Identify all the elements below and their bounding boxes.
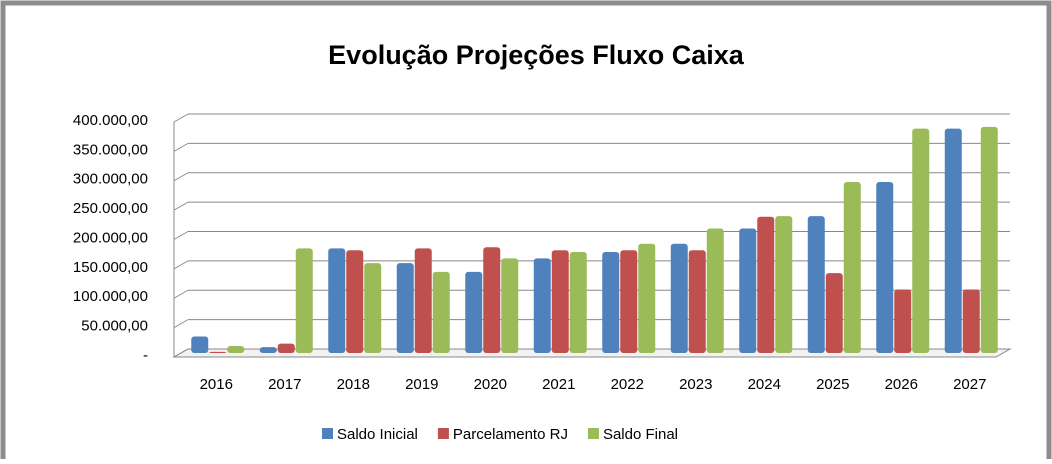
bar [277,343,295,353]
x-tick-label: 2018 [337,376,370,393]
x-tick-label: 2019 [405,376,438,393]
bar [346,250,364,353]
bar [775,216,793,353]
grid-line-side [173,201,189,211]
chart-title: Evolução Projeções Fluxo Caixa [328,40,745,70]
bar [569,251,587,353]
bar [843,182,861,353]
x-tick-label: 2020 [474,376,507,393]
y-tick-label: 50.000,00 [81,318,148,335]
bar [414,248,432,353]
bar [980,126,998,353]
bar [483,247,501,353]
x-tick-label: 2022 [611,376,644,393]
bar [551,250,569,353]
legend-label: Saldo Final [603,426,678,443]
bar [670,243,688,353]
bar [706,228,724,353]
y-tick-label: 300.000,00 [73,171,148,188]
grid-line-side [173,113,189,123]
bar [620,250,638,353]
bar [227,345,245,353]
legend-swatch [322,428,333,439]
x-tick-label: 2024 [748,376,781,393]
y-tick-label: 100.000,00 [73,288,148,305]
bar [944,128,962,353]
x-tick-label: 2017 [268,376,301,393]
bar [396,263,414,353]
bar [602,251,620,353]
bar [739,228,757,353]
bar [465,271,483,353]
legend-label: Saldo Inicial [337,426,418,443]
grid-line-side [173,231,189,240]
x-tick-label: 2027 [953,376,986,393]
bar [501,258,519,353]
legend-swatch [437,428,449,439]
bar [209,351,227,353]
grid-line-side [173,289,189,299]
bar [876,182,894,353]
bar [825,273,843,353]
bar [962,289,980,353]
x-tick-label: 2021 [542,376,575,393]
x-tick-label: 2023 [679,376,712,393]
bar [191,336,209,353]
bar [259,347,277,353]
grid-line-side [173,172,189,182]
grid-line-side [173,142,189,152]
bar [295,248,313,353]
bar [364,263,382,353]
bar [807,216,825,353]
legend-swatch [587,428,599,439]
y-tick-label: 350.000,00 [73,141,148,158]
y-tick-label: 200.000,00 [73,229,148,246]
legend-label: Parcelamento RJ [453,426,568,443]
y-tick-label: - [143,347,148,364]
x-tick-label: 2026 [885,376,918,393]
grid-line-side [173,260,189,270]
bar [688,250,706,353]
grid-line-side [173,319,189,329]
bar [638,243,656,353]
bar [894,289,912,353]
bar [912,128,930,353]
x-tick-label: 2016 [200,376,233,393]
bar [757,216,775,353]
bar [533,258,551,353]
y-tick-label: 150.000,00 [73,259,148,276]
y-tick-label: 400.000,00 [73,112,148,129]
y-tick-label: 250.000,00 [73,200,148,217]
bar [328,248,346,353]
bar [432,271,450,353]
grid-line-side [173,348,189,358]
x-tick-label: 2025 [816,376,849,393]
